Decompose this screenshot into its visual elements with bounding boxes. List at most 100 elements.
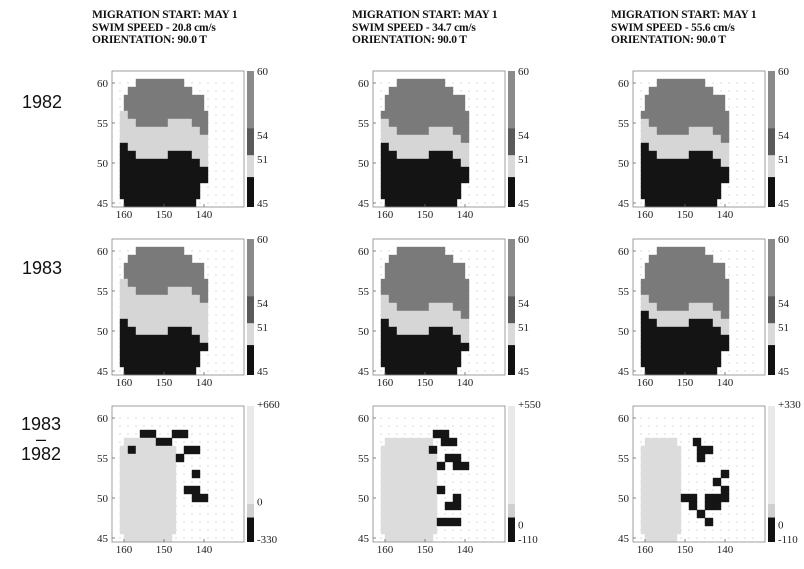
heatmap-cell: [151, 350, 161, 360]
grid-dot: [752, 457, 754, 459]
heatmap-cell: [143, 525, 153, 535]
heatmap-cell: [680, 142, 690, 152]
grid-dot: [640, 82, 642, 84]
grid-dot: [752, 417, 754, 419]
heatmap-cell: [404, 517, 414, 527]
grid-dot: [231, 433, 233, 435]
colorbar-label: +660: [257, 399, 280, 411]
heatmap-cell: [183, 150, 193, 160]
heatmap-cell: [380, 118, 390, 128]
grid-dot: [476, 497, 478, 499]
grid-dot: [223, 433, 225, 435]
grid-dot: [468, 537, 470, 539]
heatmap-cell: [420, 86, 430, 96]
heatmap-cell: [183, 302, 193, 312]
heatmap-cell: [392, 437, 402, 447]
grid-dot: [728, 354, 730, 356]
heatmap-cell: [388, 358, 398, 368]
grid-dot: [712, 489, 714, 491]
heatmap-cell: [408, 366, 418, 376]
heatmap-cell: [652, 366, 662, 376]
heatmap-cell: [119, 294, 129, 304]
grid-dot: [215, 521, 217, 523]
heatmap-cell: [143, 302, 153, 312]
y-tick-label: 60: [358, 246, 370, 258]
grid-dot: [223, 537, 225, 539]
heatmap-cell: [412, 517, 422, 527]
heatmap-cell: [183, 158, 193, 168]
heatmap-cell: [408, 533, 418, 543]
colorbar-segment: [508, 239, 515, 297]
grid-dot: [452, 82, 454, 84]
x-tick-label: 160: [116, 377, 133, 389]
heatmap-cell: [688, 350, 698, 360]
heatmap-cell: [119, 318, 129, 328]
heatmap-cell: [664, 509, 674, 519]
heatmap-cell: [452, 326, 462, 336]
grid-dot: [231, 346, 233, 348]
grid-dot: [191, 417, 193, 419]
heatmap-cell: [135, 278, 145, 288]
grid-dot: [223, 282, 225, 284]
heatmap-cell: [396, 469, 406, 479]
grid-dot: [640, 266, 642, 268]
heatmap-cell: [648, 326, 658, 336]
grid-dot: [476, 258, 478, 260]
heatmap-cell: [664, 350, 674, 360]
panel-header-col3: MIGRATION START: MAY 1 SWIM SPEED - 55.6…: [611, 9, 804, 47]
heatmap-cell: [159, 525, 169, 535]
heatmap-cell: [664, 134, 674, 144]
heatmap-cell: [159, 134, 169, 144]
grid-dot: [476, 298, 478, 300]
heatmap-cell: [656, 318, 666, 328]
heatmap-cell: [127, 86, 137, 96]
grid-dot: [231, 202, 233, 204]
grid-dot: [744, 338, 746, 340]
heatmap-cell: [436, 310, 446, 320]
heatmap-cell: [151, 142, 161, 152]
heatmap-cell: [159, 445, 169, 455]
grid-dot: [688, 481, 690, 483]
heatmap-cell: [420, 126, 430, 136]
heatmap-cell: [720, 142, 730, 152]
heatmap-cell: [452, 358, 462, 368]
heatmap-cell: [159, 477, 169, 487]
heatmap-cell: [380, 485, 390, 495]
grid-dot: [484, 82, 486, 84]
heatmap-cell: [428, 453, 438, 463]
grid-dot: [420, 433, 422, 435]
heatmap-cell: [460, 461, 470, 471]
grid-dot: [744, 194, 746, 196]
grid-dot: [720, 90, 722, 92]
heatmap-cell: [392, 198, 402, 208]
grid-dot: [452, 473, 454, 475]
heatmap-cell: [191, 294, 201, 304]
heatmap-cell: [191, 310, 201, 320]
heatmap-cell: [396, 246, 406, 256]
grid-dot: [468, 194, 470, 196]
grid-dot: [223, 362, 225, 364]
grid-dot: [199, 537, 201, 539]
heatmap-cell: [428, 509, 438, 519]
heatmap-cell: [167, 78, 177, 88]
heatmap-cell: [672, 142, 682, 152]
heatmap-cell: [412, 493, 422, 503]
grid-dot: [191, 457, 193, 459]
grid-dot: [183, 417, 185, 419]
heatmap-cell: [672, 286, 682, 296]
grid-dot: [640, 441, 642, 443]
heatmap-cell: [656, 477, 666, 487]
heatmap-cell: [720, 493, 730, 503]
grid-dot: [223, 178, 225, 180]
heatmap-cell: [712, 326, 722, 336]
heatmap-cell: [664, 118, 674, 128]
grid-dot: [460, 370, 462, 372]
heatmap-cell: [119, 509, 129, 519]
heatmap-cell: [672, 78, 682, 88]
grid-dot: [151, 425, 153, 427]
grid-dot: [119, 266, 121, 268]
heatmap-cell: [412, 78, 422, 88]
grid-dot: [380, 90, 382, 92]
heatmap-cell: [163, 437, 173, 447]
heatmap-cell: [163, 198, 173, 208]
